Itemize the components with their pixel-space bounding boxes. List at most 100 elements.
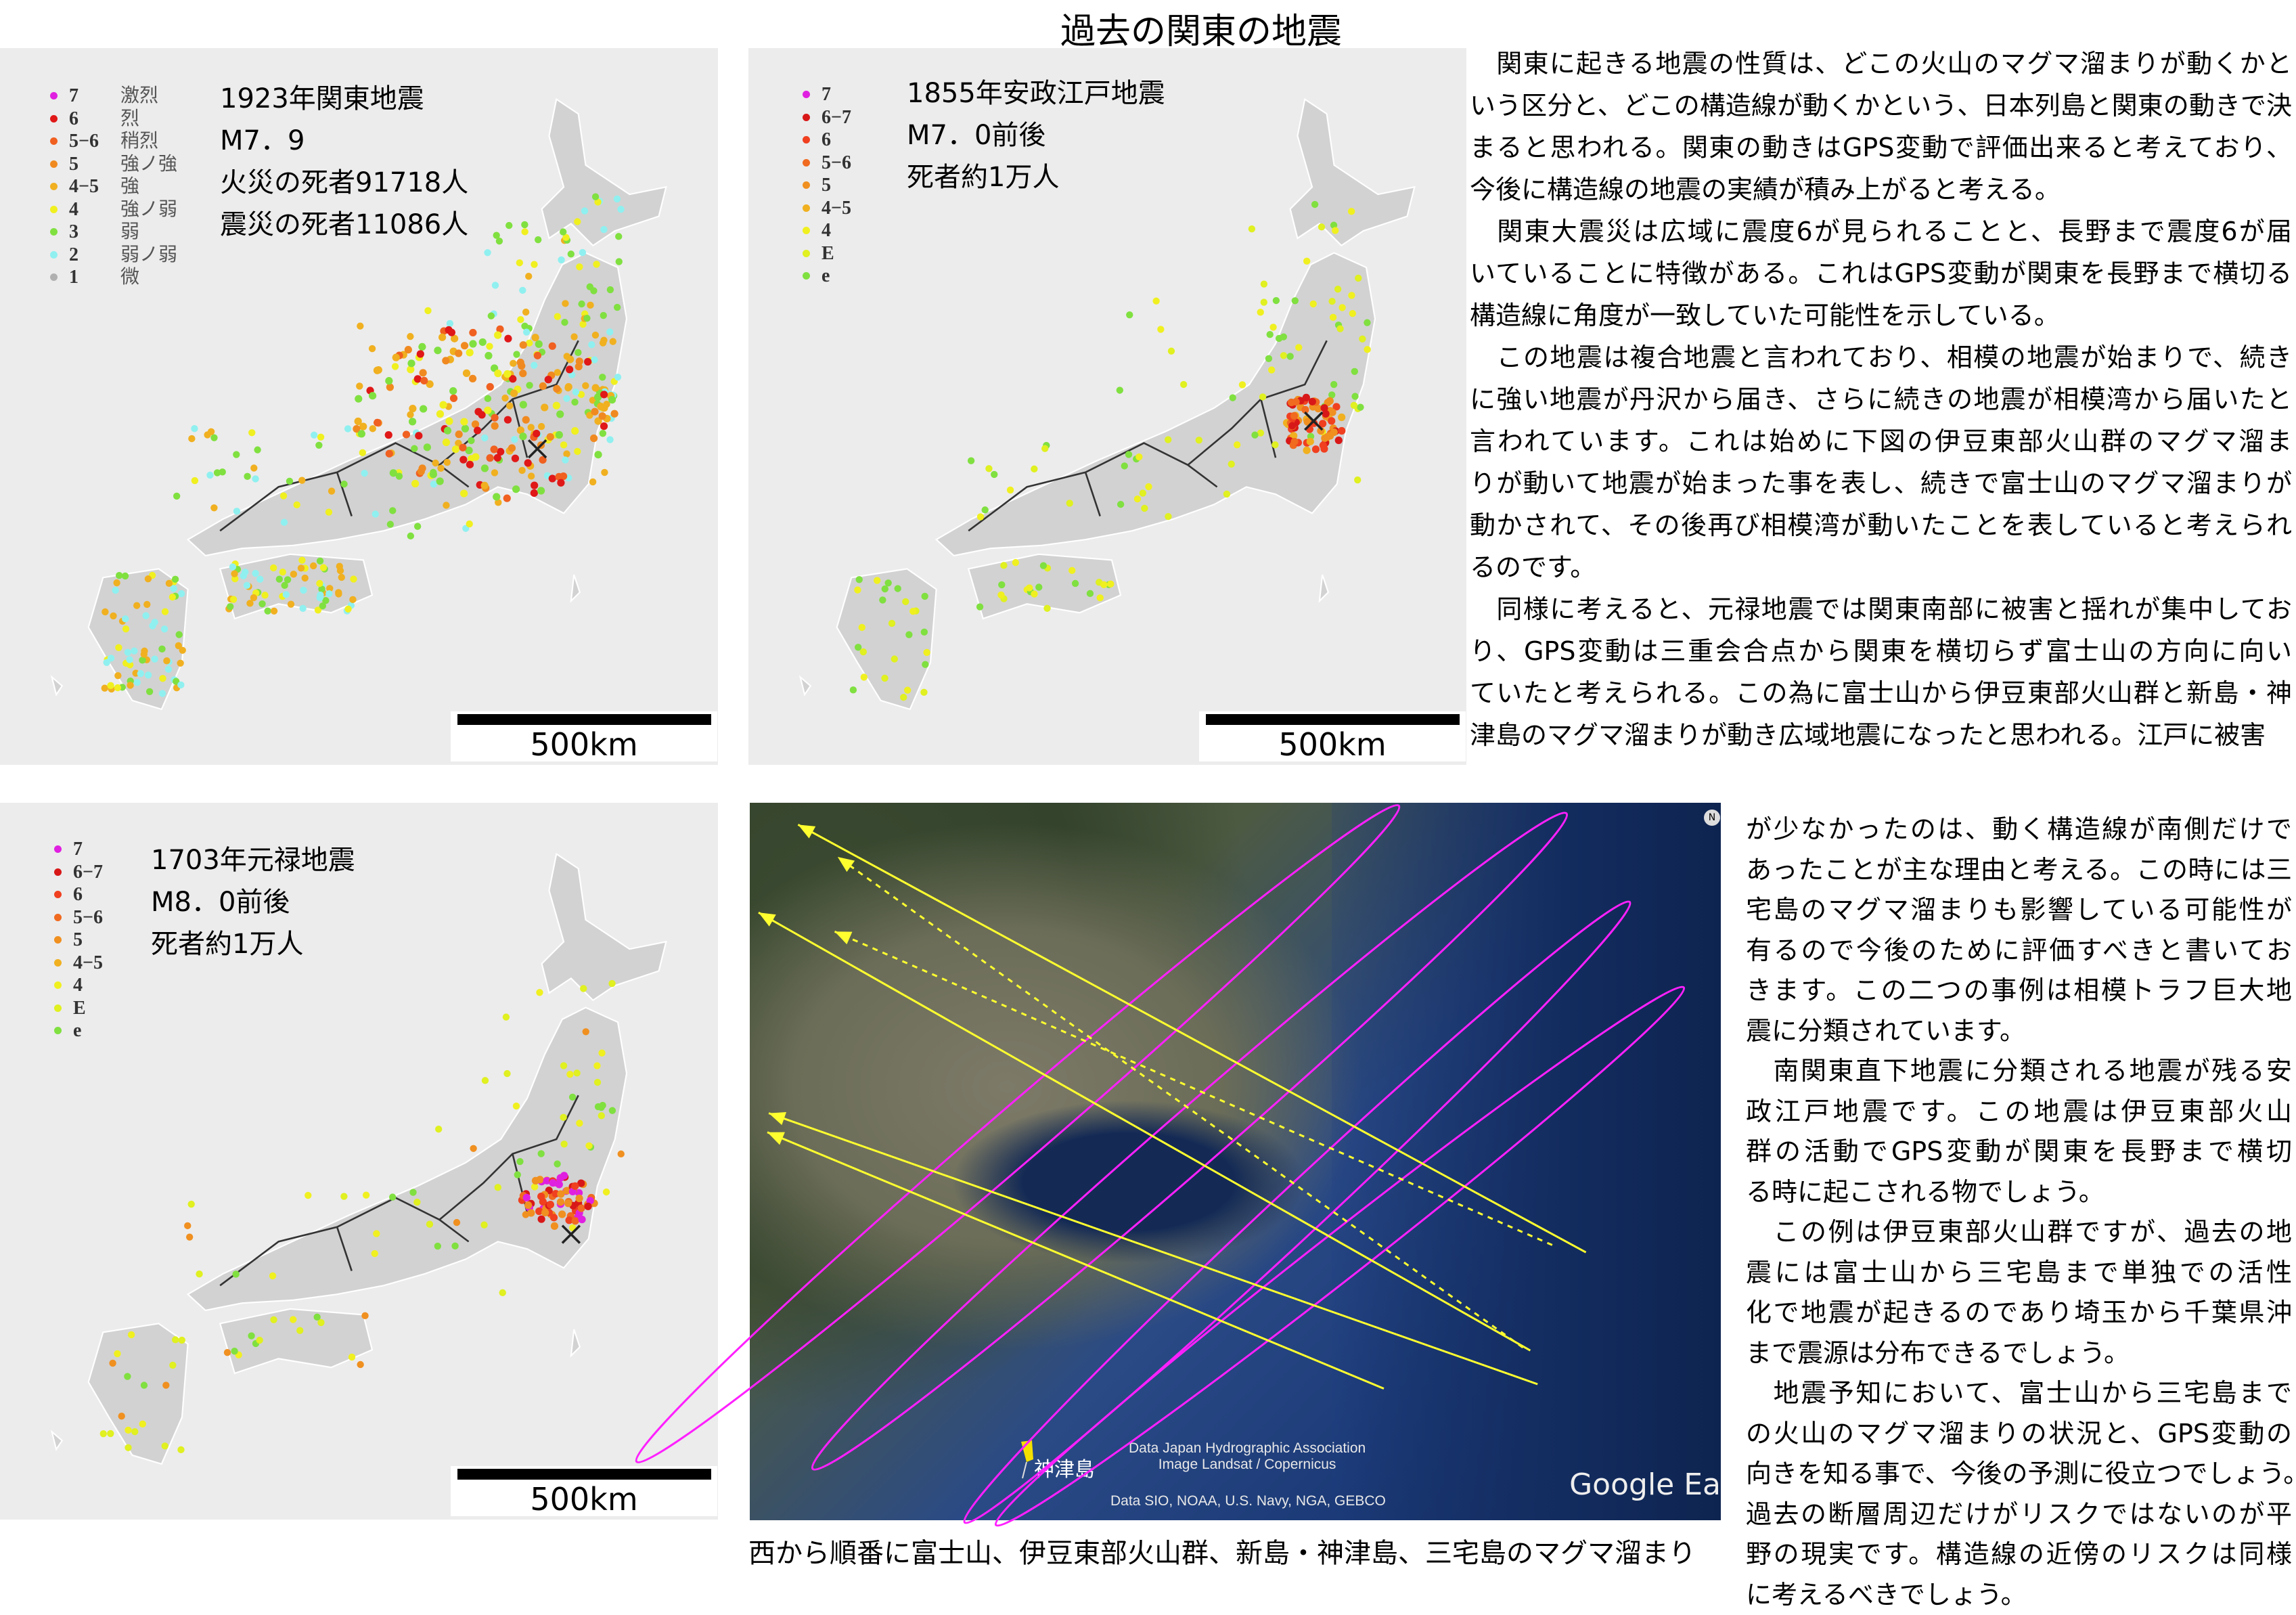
satellite-caption: 西から順番に富士山、伊豆東部火山群、新島・神津島、三宅島のマグマ溜まり [748, 1531, 1696, 1570]
intensity-point [513, 351, 520, 357]
intensity-point [100, 1430, 107, 1437]
text-line: 向きを知る事で、今後の予測に役立つでしょう。 [1746, 1454, 2292, 1495]
intensity-point [1265, 355, 1272, 362]
intensity-point [545, 376, 552, 383]
intensity-point [233, 451, 240, 458]
intensity-point [491, 414, 498, 422]
intensity-point [469, 340, 476, 347]
intensity-point [250, 594, 257, 601]
intensity-point [340, 481, 347, 487]
intensity-point [616, 258, 623, 265]
intensity-point [1338, 427, 1345, 435]
intensity-point [192, 477, 198, 484]
intensity-point [1223, 491, 1230, 497]
intensity-point [145, 575, 152, 582]
legend-value: 7 [73, 838, 83, 861]
intensity-point [374, 367, 381, 374]
intensity-point [480, 1221, 487, 1228]
land-shape [1290, 99, 1415, 246]
legend-label: 弱ノ弱 [120, 244, 177, 267]
intensity-point [177, 1446, 184, 1453]
intensity-point [617, 206, 624, 213]
intensity-point [608, 396, 616, 403]
intensity-point [317, 558, 323, 565]
intensity-point [244, 473, 250, 480]
intensity-point [385, 431, 392, 439]
intensity-point [344, 606, 351, 613]
intensity-point [430, 470, 437, 478]
intensity-point [560, 1114, 566, 1121]
intensity-point [139, 657, 145, 663]
intensity-point [392, 363, 399, 370]
image-credit: Data SIO, NOAA, U.S. Navy, NGA, GEBCO [1110, 1493, 1386, 1509]
intensity-point [504, 335, 512, 342]
intensity-point [574, 448, 581, 455]
intensity-point [112, 587, 118, 594]
intensity-point [571, 1182, 579, 1190]
intensity-point [904, 687, 911, 694]
text-line: 地震予知において、富士山から三宅島まで [1746, 1373, 2292, 1414]
intensity-point [369, 392, 376, 399]
text-line: 震に分類されています。 [1746, 1011, 2292, 1052]
intensity-point [609, 1107, 616, 1114]
info-line: 震災の死者11086人 [220, 204, 468, 246]
intensity-point [450, 395, 457, 402]
ocean-area [1332, 803, 1721, 1520]
intensity-point [1338, 304, 1345, 311]
intensity-point [470, 1145, 476, 1152]
intensity-point [517, 316, 524, 323]
intensity-point [143, 601, 150, 608]
intensity-point [128, 1331, 135, 1338]
intensity-point [1035, 583, 1042, 590]
scale-bar: 500km [451, 711, 717, 761]
intensity-point [533, 430, 540, 437]
intensity-point [550, 1214, 558, 1221]
text-line: 政江戸地震です。この地震は伊豆東部火山 [1746, 1092, 2292, 1132]
legend-label: 稍烈 [120, 130, 158, 153]
intensity-point [1271, 441, 1278, 448]
intensity-point [206, 472, 213, 479]
intensity-point [558, 257, 564, 263]
land-shape [1320, 575, 1328, 601]
intensity-point [600, 339, 606, 346]
intensity-point [1320, 441, 1327, 449]
intensity-point [311, 432, 317, 439]
intensity-point [1041, 445, 1048, 452]
intensity-point [909, 608, 916, 615]
intensity-point [508, 444, 516, 451]
intensity-point [210, 504, 217, 511]
intensity-point [1359, 336, 1366, 342]
intensity-point [1364, 346, 1370, 353]
intensity-dot-icon [54, 891, 62, 898]
intensity-point [122, 625, 129, 632]
text-line: いていることに特徴がある。これはGPS変動が関東を長野まで横切る [1470, 252, 2292, 294]
intensity-point [499, 1289, 506, 1296]
intensity-dot-icon [50, 92, 58, 99]
intensity-point [487, 383, 494, 391]
intensity-point [488, 313, 495, 319]
intensity-point [1031, 590, 1037, 597]
intensity-point [141, 650, 148, 657]
text-line: 群の活動でGPS変動が関東を長野まで横切 [1746, 1132, 2292, 1172]
intensity-point [1066, 500, 1073, 506]
text-line: 構造線に角度が一致していた可能性を示している。 [1470, 294, 2292, 336]
intensity-point [434, 1243, 441, 1249]
japan-intensity-map [0, 803, 718, 1520]
intensity-point [514, 1171, 521, 1178]
intensity-point [224, 1349, 231, 1356]
legend-value: e [73, 1019, 81, 1042]
text-line: 有るので今後のために評価すべきと書いてお [1746, 931, 2292, 971]
intensity-point [1228, 461, 1235, 468]
intensity-point [856, 576, 863, 583]
intensity-point [244, 582, 250, 589]
text-line: 同様に考えると、元禄地震では関東南部に被害と揺れが集中してお [1470, 588, 2292, 630]
intensity-point [107, 682, 114, 689]
intensity-point [1280, 352, 1287, 359]
intensity-point [1288, 399, 1295, 406]
intensity-point [511, 436, 518, 443]
intensity-point [270, 1317, 277, 1323]
intensity-point [593, 1062, 600, 1069]
intensity-point [584, 358, 591, 366]
intensity-point [269, 1273, 276, 1279]
intensity-point [386, 383, 394, 391]
